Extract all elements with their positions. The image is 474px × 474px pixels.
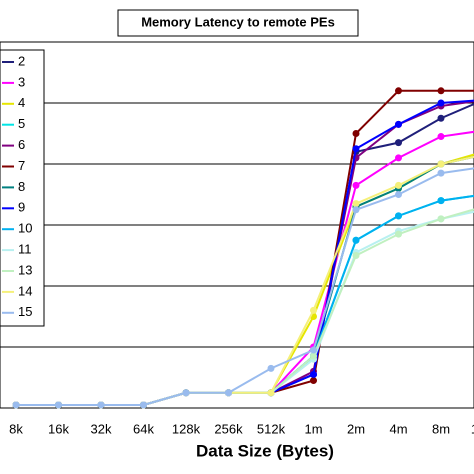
legend-label: 9: [18, 200, 25, 215]
title-box: [117, 9, 359, 37]
data-point: [437, 114, 445, 122]
data-point: [182, 389, 190, 397]
data-point: [352, 252, 360, 259]
data-point: [140, 401, 147, 409]
data-point: [55, 401, 62, 409]
x-tick-label: 32k: [91, 421, 112, 436]
data-point: [437, 99, 445, 107]
data-point: [352, 130, 360, 137]
legend-label: 10: [18, 221, 32, 236]
legend-label: 13: [18, 262, 32, 277]
x-tick-label: 16k: [48, 421, 69, 436]
legend-label: 15: [18, 304, 32, 319]
legend-label: 5: [18, 116, 25, 131]
x-tick-label: 2m: [347, 421, 365, 436]
data-point: [395, 87, 402, 95]
legend-label: 4: [18, 95, 25, 110]
legend-label: 8: [18, 179, 25, 194]
data-point: [395, 191, 402, 198]
x-tick-label: 64k: [133, 421, 154, 436]
data-point: [310, 306, 317, 314]
legend-label: 7: [18, 158, 25, 173]
data-point: [310, 370, 317, 378]
legend-label: 6: [18, 137, 25, 152]
data-point: [352, 206, 360, 214]
legend-label: 14: [18, 283, 32, 298]
data-point: [352, 181, 360, 189]
data-point: [225, 389, 232, 397]
data-point: [352, 236, 360, 244]
data-point: [395, 139, 402, 147]
x-tick-label: 512k: [257, 421, 286, 436]
data-point: [437, 160, 445, 168]
legend-label: 2: [18, 53, 25, 68]
data-point: [395, 181, 402, 189]
data-point: [352, 145, 360, 153]
x-tick-label: 16m: [471, 421, 474, 436]
x-tick-label: 8k: [9, 421, 23, 436]
data-point: [310, 352, 317, 360]
data-point: [267, 364, 275, 372]
data-point: [437, 87, 445, 95]
data-point: [395, 212, 402, 220]
data-point: [437, 215, 445, 223]
data-point: [395, 154, 402, 162]
x-axis-label: Data Size (Bytes): [196, 441, 334, 460]
x-tick-label: 1m: [304, 421, 322, 436]
series-line: [16, 167, 474, 406]
data-point: [437, 169, 445, 177]
data-point: [267, 389, 275, 397]
data-point: [437, 197, 445, 205]
data-point: [97, 401, 105, 409]
legend-label: 3: [18, 74, 25, 89]
data-point: [310, 346, 317, 354]
data-point: [352, 200, 360, 208]
x-tick-label: 4m: [389, 421, 407, 436]
data-point: [395, 120, 402, 128]
legend-label: 11: [18, 242, 32, 257]
x-tick-label: 256k: [214, 421, 243, 436]
x-tick-label: 8m: [432, 421, 450, 436]
chart-title: Memory Latency to remote PEs: [141, 14, 335, 29]
data-point: [310, 377, 317, 385]
x-tick-label: 128k: [172, 421, 201, 436]
data-point: [395, 230, 402, 238]
data-point: [12, 401, 20, 409]
data-point: [437, 133, 445, 141]
